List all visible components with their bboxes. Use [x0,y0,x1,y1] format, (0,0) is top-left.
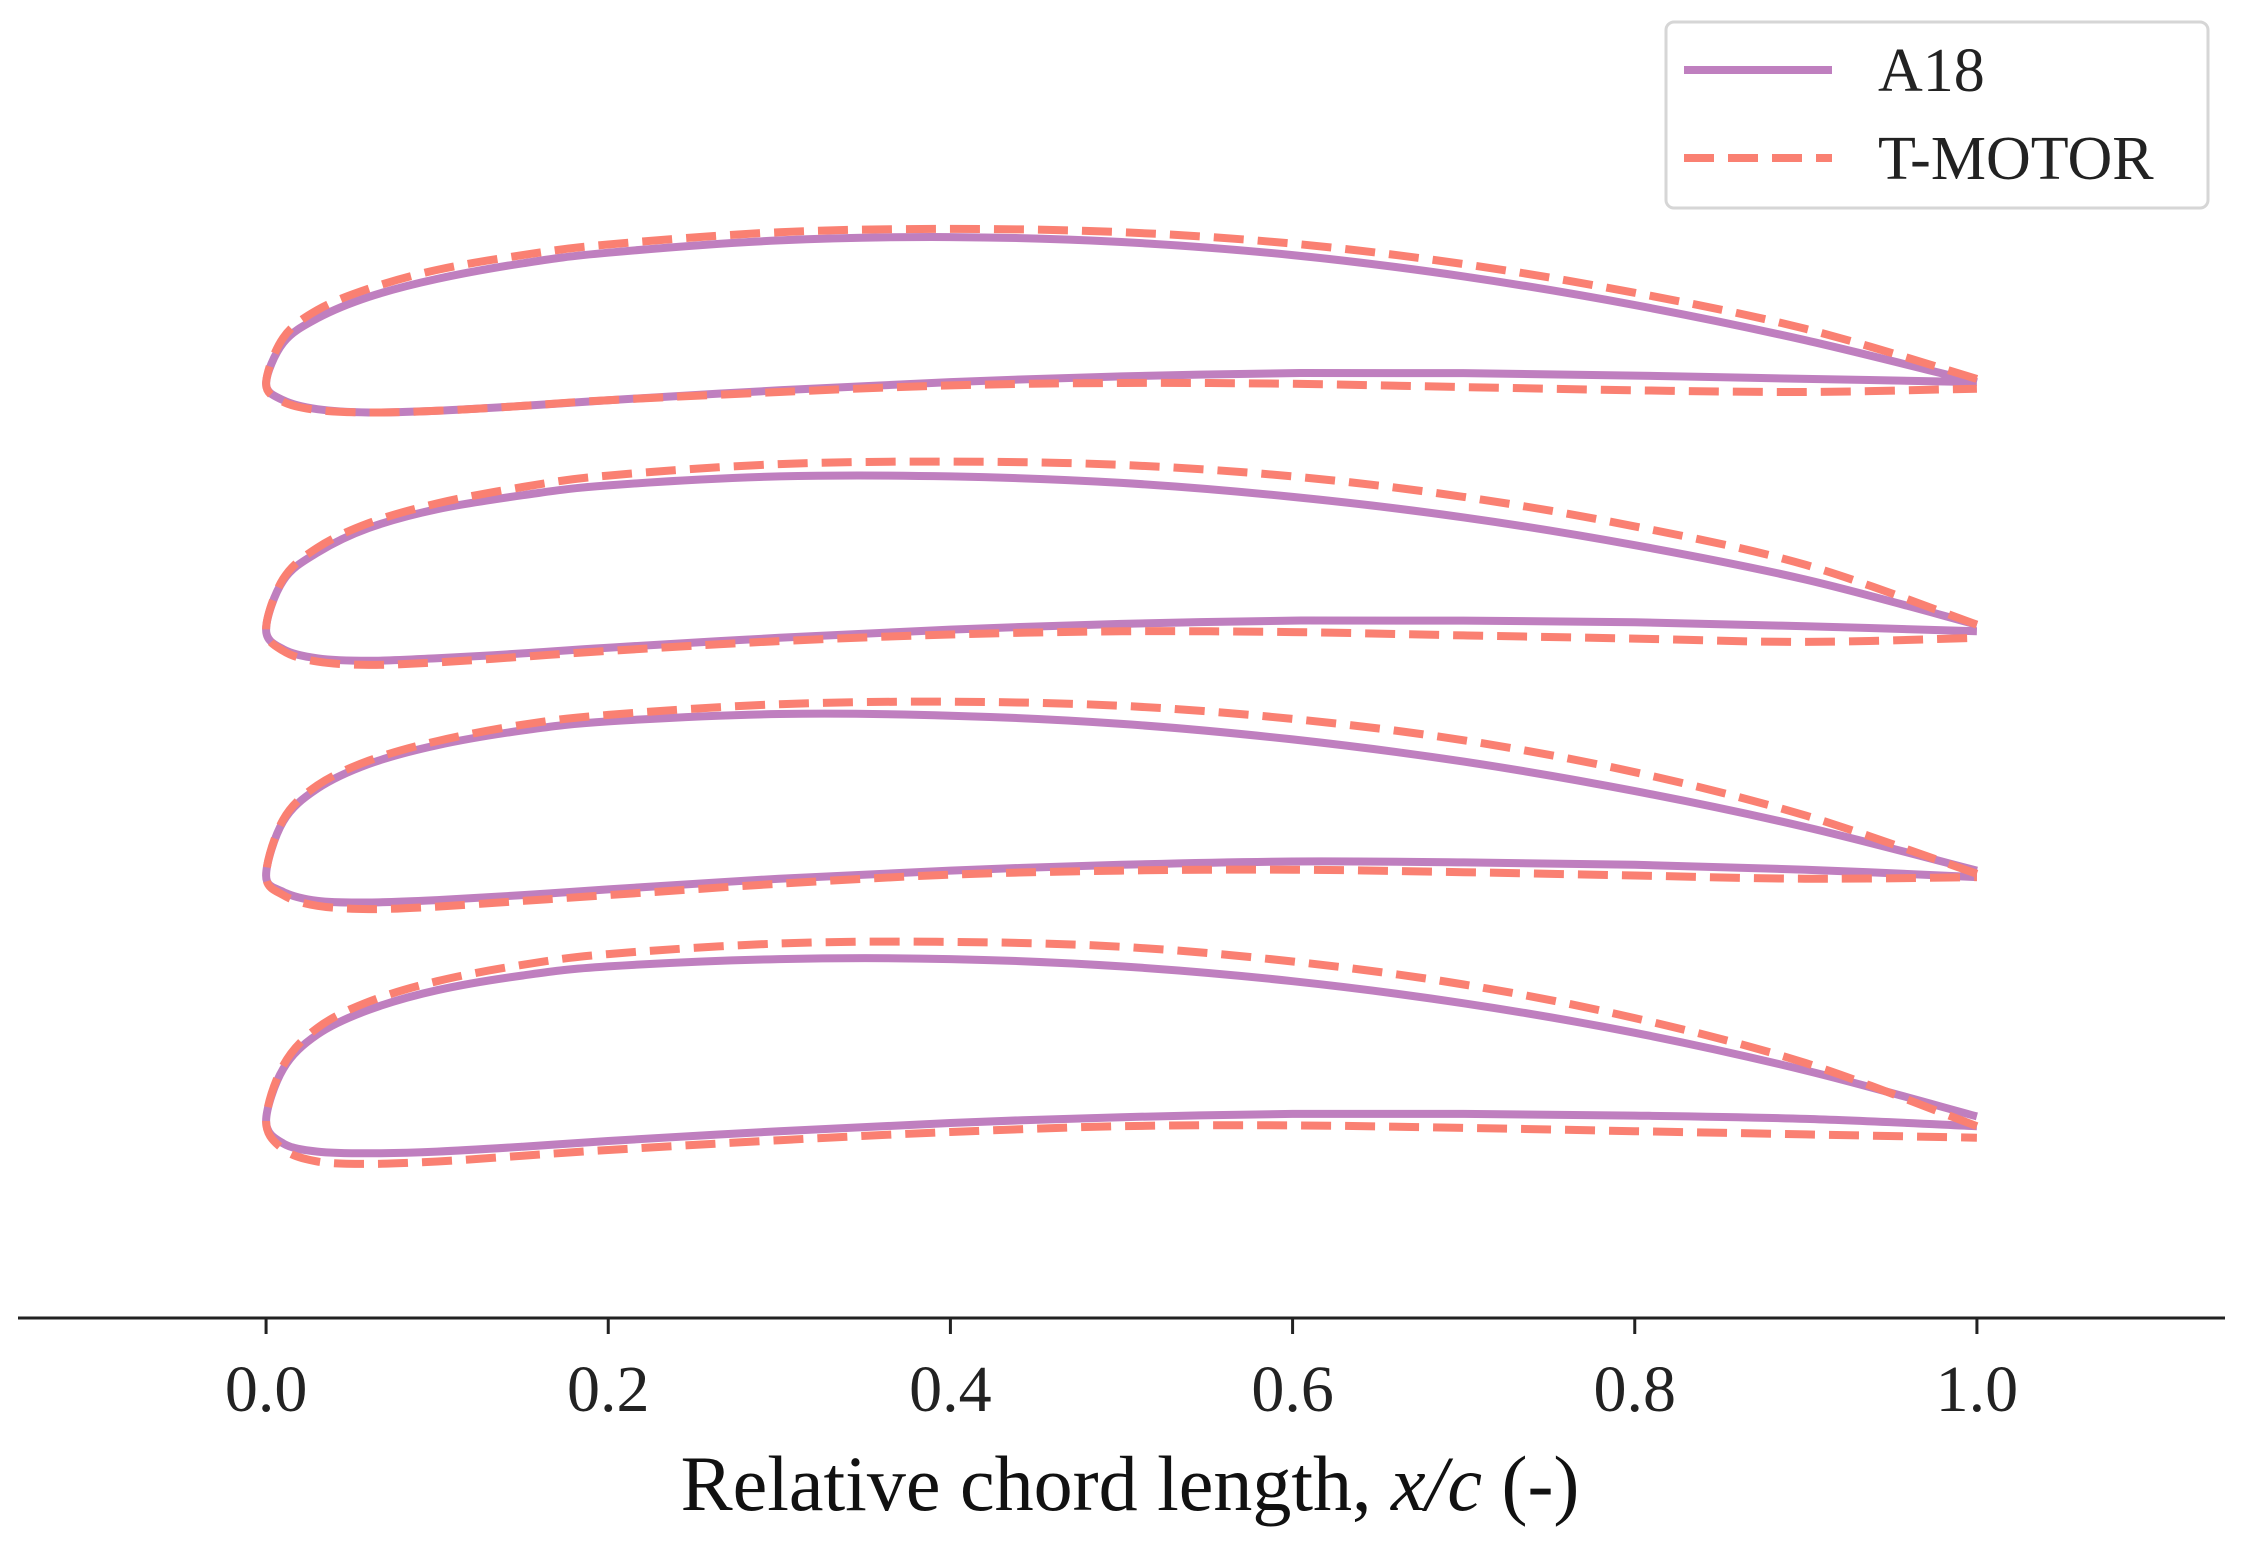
series-line-a18-profile-2 [262,471,1978,665]
series-line-t-motor-profile-4 [262,937,1979,1168]
airfoil-profile-1 [262,224,1979,417]
x-tick-label: 0.2 [567,1353,650,1426]
x-tick-label: 0.6 [1251,1353,1334,1426]
series-line-a18-profile-3 [262,709,1978,907]
x-axis-label-variable: x/c [1390,1440,1482,1527]
series-line-a18-profile-4 [262,954,1978,1158]
legend: A18 T-MOTOR [1664,20,2210,210]
x-tick-label: 1.0 [1936,1353,2019,1426]
series-line-t-motor-profile-1 [262,224,1979,417]
legend-label-t-motor: T-MOTOR [1878,125,2154,193]
x-axis: 0.0 0.2 0.4 0.6 0.8 1.0 [18,1316,2225,1426]
x-axis-label-suffix: (-) [1482,1440,1579,1527]
series-line-t-motor-profile-3 [262,697,1979,914]
x-axis-label: Relative chord length, x/c (-) [681,1440,1580,1527]
legend-label-a18: A18 [1878,37,1985,105]
x-tick-label: 0.4 [909,1353,992,1426]
x-tick-label: 0.8 [1594,1353,1677,1426]
x-axis-label-prefix: Relative chord length, [681,1440,1391,1527]
series-line-t-motor-profile-2 [262,457,1979,669]
x-tick-label: 0.0 [225,1353,308,1426]
airfoil-profile-4 [262,937,1979,1168]
airfoil-profile-3 [262,697,1979,914]
airfoil-profile-2 [262,457,1979,669]
plot-area [262,224,1979,1168]
